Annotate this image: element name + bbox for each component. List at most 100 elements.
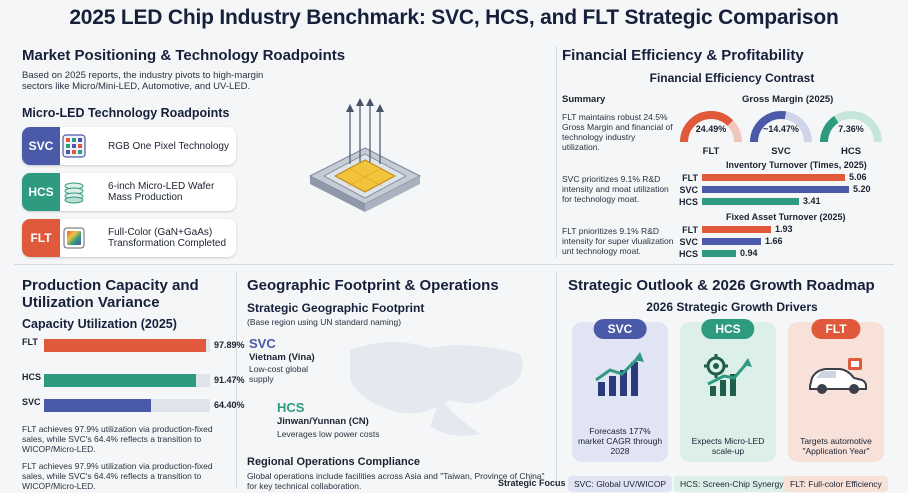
roadpoint-text: RGB One Pixel Technology [108, 140, 229, 152]
roadpoint-text: Full-Color (GaN+GaAs) Transformation Com… [108, 227, 227, 249]
geo-hcs-desc: Leverages low power costs [277, 429, 380, 439]
bar-value: 1.93 [775, 224, 793, 234]
gauge-arc [820, 111, 882, 143]
summary-label: Summary [562, 94, 606, 105]
bar [702, 174, 845, 181]
summary-text-1: FLT maintains robust 24.5% Gross Margin … [562, 112, 673, 152]
inventory-label: Inventory Turnover (Times, 2025) [726, 160, 867, 170]
geo-svc-region: Vietnam (Vina) [249, 352, 315, 363]
gauge-flt: 24.49% FLT [678, 108, 744, 158]
bar-label: SVC [679, 237, 698, 247]
vertical-divider-top [556, 46, 557, 258]
horizontal-divider [14, 264, 894, 265]
bar-label: FLT [682, 173, 698, 183]
capacity-row-hcs: 91.47% HCS [20, 372, 245, 389]
focus-chip-hcs: HCS: Screen-Chip Synergy [674, 476, 790, 492]
capacity-label: HCS [22, 372, 42, 382]
roadpoint-tag: FLT [22, 219, 60, 257]
geo-svc-tag: SVC [249, 336, 276, 351]
growth-card-tag: FLT [811, 319, 861, 339]
growth-card-flt: FLT Targets automotive "Application Year… [788, 319, 884, 462]
growth-card-tag: HCS [701, 319, 755, 339]
gauge-company: FLT [702, 146, 720, 157]
capacity-note-1: FLT achieves 97.9% utilization via produ… [22, 424, 213, 454]
gauge-value: 24.49% [695, 124, 727, 134]
growth-card-svc: SVC Forecasts 177% market CAGR through 2… [572, 319, 668, 462]
bar [702, 198, 799, 205]
gauge-hcs: 7.36% HCS [818, 108, 884, 158]
compliance-heading: Regional Operations Compliance [247, 456, 420, 468]
fixed-asset-label: Fixed Asset Turnover (2025) [726, 212, 846, 222]
bar-label: FLT [682, 225, 698, 235]
market-intro: Based on 2025 reports, the industry pivo… [22, 70, 264, 92]
world-map-illustration [330, 330, 540, 446]
bar-label: HCS [678, 249, 698, 259]
inventory-bar-chart: FLT 5.06 SVC 5.20 HCS 3.41 [676, 172, 896, 210]
capacity-value: 64.40% [214, 400, 245, 410]
gauge-arc [750, 111, 812, 143]
focus-label: Strategic Focus [498, 478, 566, 488]
outlook-heading: Strategic Outlook & 2026 Growth Roadmap [568, 277, 875, 294]
gauge-arc [680, 111, 742, 143]
growth-card-text: Targets automotive "Application Year" [800, 436, 872, 456]
bar-row-flt: FLT 5.06 [676, 172, 896, 184]
summary-text-2: SVC prioritizes 9.1% R&D intensity and m… [562, 174, 669, 204]
gauge-company: HCS [840, 146, 862, 157]
capacity-bar [44, 374, 210, 387]
capacity-bar-fill [44, 339, 206, 352]
car-icon [806, 356, 868, 403]
gauge-value: 7.36% [838, 124, 864, 134]
geo-hcs-region: Jinwan/Yunnan (CN) [277, 416, 369, 427]
rising-chart-icon [594, 352, 646, 403]
roadpoint-card-svc: SVC RGB One Pixel Technology [22, 127, 236, 165]
growth-card-hcs: HCS Expects Micro-LED scale-up [680, 319, 776, 462]
wafer-stack-icon [62, 180, 86, 204]
bar [702, 238, 761, 245]
gauge-svc: ~14.47% SVC [748, 108, 814, 158]
bar-value: 5.06 [849, 172, 867, 182]
capacity-bar-fill [44, 399, 151, 412]
focus-chip-svc: SVC: Global UV/WICOP [568, 476, 673, 492]
growth-card-text: Expects Micro-LED scale-up [691, 436, 765, 456]
outlook-subheading: 2026 Strategic Growth Drivers [646, 300, 818, 314]
page-title: 2025 LED Chip Industry Benchmark: SVC, H… [69, 6, 839, 29]
vertical-divider-bottom-right [556, 272, 557, 488]
capacity-subheading: Capacity Utilization (2025) [22, 317, 177, 331]
capacity-bar-fill [44, 374, 196, 387]
bar-value: 1.66 [765, 236, 783, 246]
geo-hcs-tag: HCS [277, 400, 305, 415]
capacity-value: 97.89% [214, 340, 245, 350]
roadpoint-text: 6-inch Micro-LED Wafer Mass Production [108, 181, 215, 203]
geo-note: (Base region using UN standard naming) [247, 317, 402, 327]
focus-chip-flt: FLT: Full-color Efficiency [784, 476, 888, 492]
gross-margin-label: Gross Margin (2025) [742, 94, 834, 105]
summary-text-3: FLT pnioritizes 9.1% R&D intensity for s… [562, 226, 674, 256]
roadpoint-card-flt: FLT Full-Color (GaN+GaAs) Transformation… [22, 219, 236, 257]
bar-row-hcs: HCS 0.94 [676, 248, 896, 260]
growth-card-tag: SVC [593, 319, 647, 339]
bar-value: 3.41 [803, 196, 821, 206]
bar-row-svc: SVC 1.66 [676, 236, 896, 248]
capacity-row-flt: 97.89% FLT [20, 337, 245, 354]
capacity-bar [44, 339, 210, 352]
growth-card-text: Forecasts 177% market CAGR through 2028 [577, 426, 663, 456]
capacity-heading: Production Capacity and Utilization Vari… [22, 277, 199, 311]
geo-subheading: Strategic Geographic Footprint [247, 301, 425, 315]
roadpoints-heading: Micro-LED Technology Roadpoints [22, 106, 230, 120]
capacity-value: 91.47% [214, 375, 245, 385]
compliance-text: Global operations include facilities acr… [247, 471, 545, 491]
capacity-label: SVC [22, 397, 41, 407]
bar [702, 186, 849, 193]
bar-row-hcs: HCS 3.41 [676, 196, 896, 208]
capacity-row-svc: 64.40% SVC [20, 397, 245, 414]
capacity-bar-chart: 97.89% FLT 91.47% HCS 64.40% SVC [20, 336, 245, 418]
bar-row-svc: SVC 5.20 [676, 184, 896, 196]
pixel-grid-icon [62, 134, 86, 158]
capacity-label: FLT [22, 337, 38, 347]
roadpoint-tag: SVC [22, 127, 60, 165]
financial-subheading: Financial Efficiency Contrast [649, 71, 815, 85]
roadpoint-card-hcs: HCS 6-inch Micro-LED Wafer Mass Producti… [22, 173, 236, 211]
gauge-value: ~14.47% [763, 124, 799, 134]
geo-heading: Geographic Footprint & Operations [247, 277, 499, 294]
full-color-chip-icon [62, 226, 86, 250]
